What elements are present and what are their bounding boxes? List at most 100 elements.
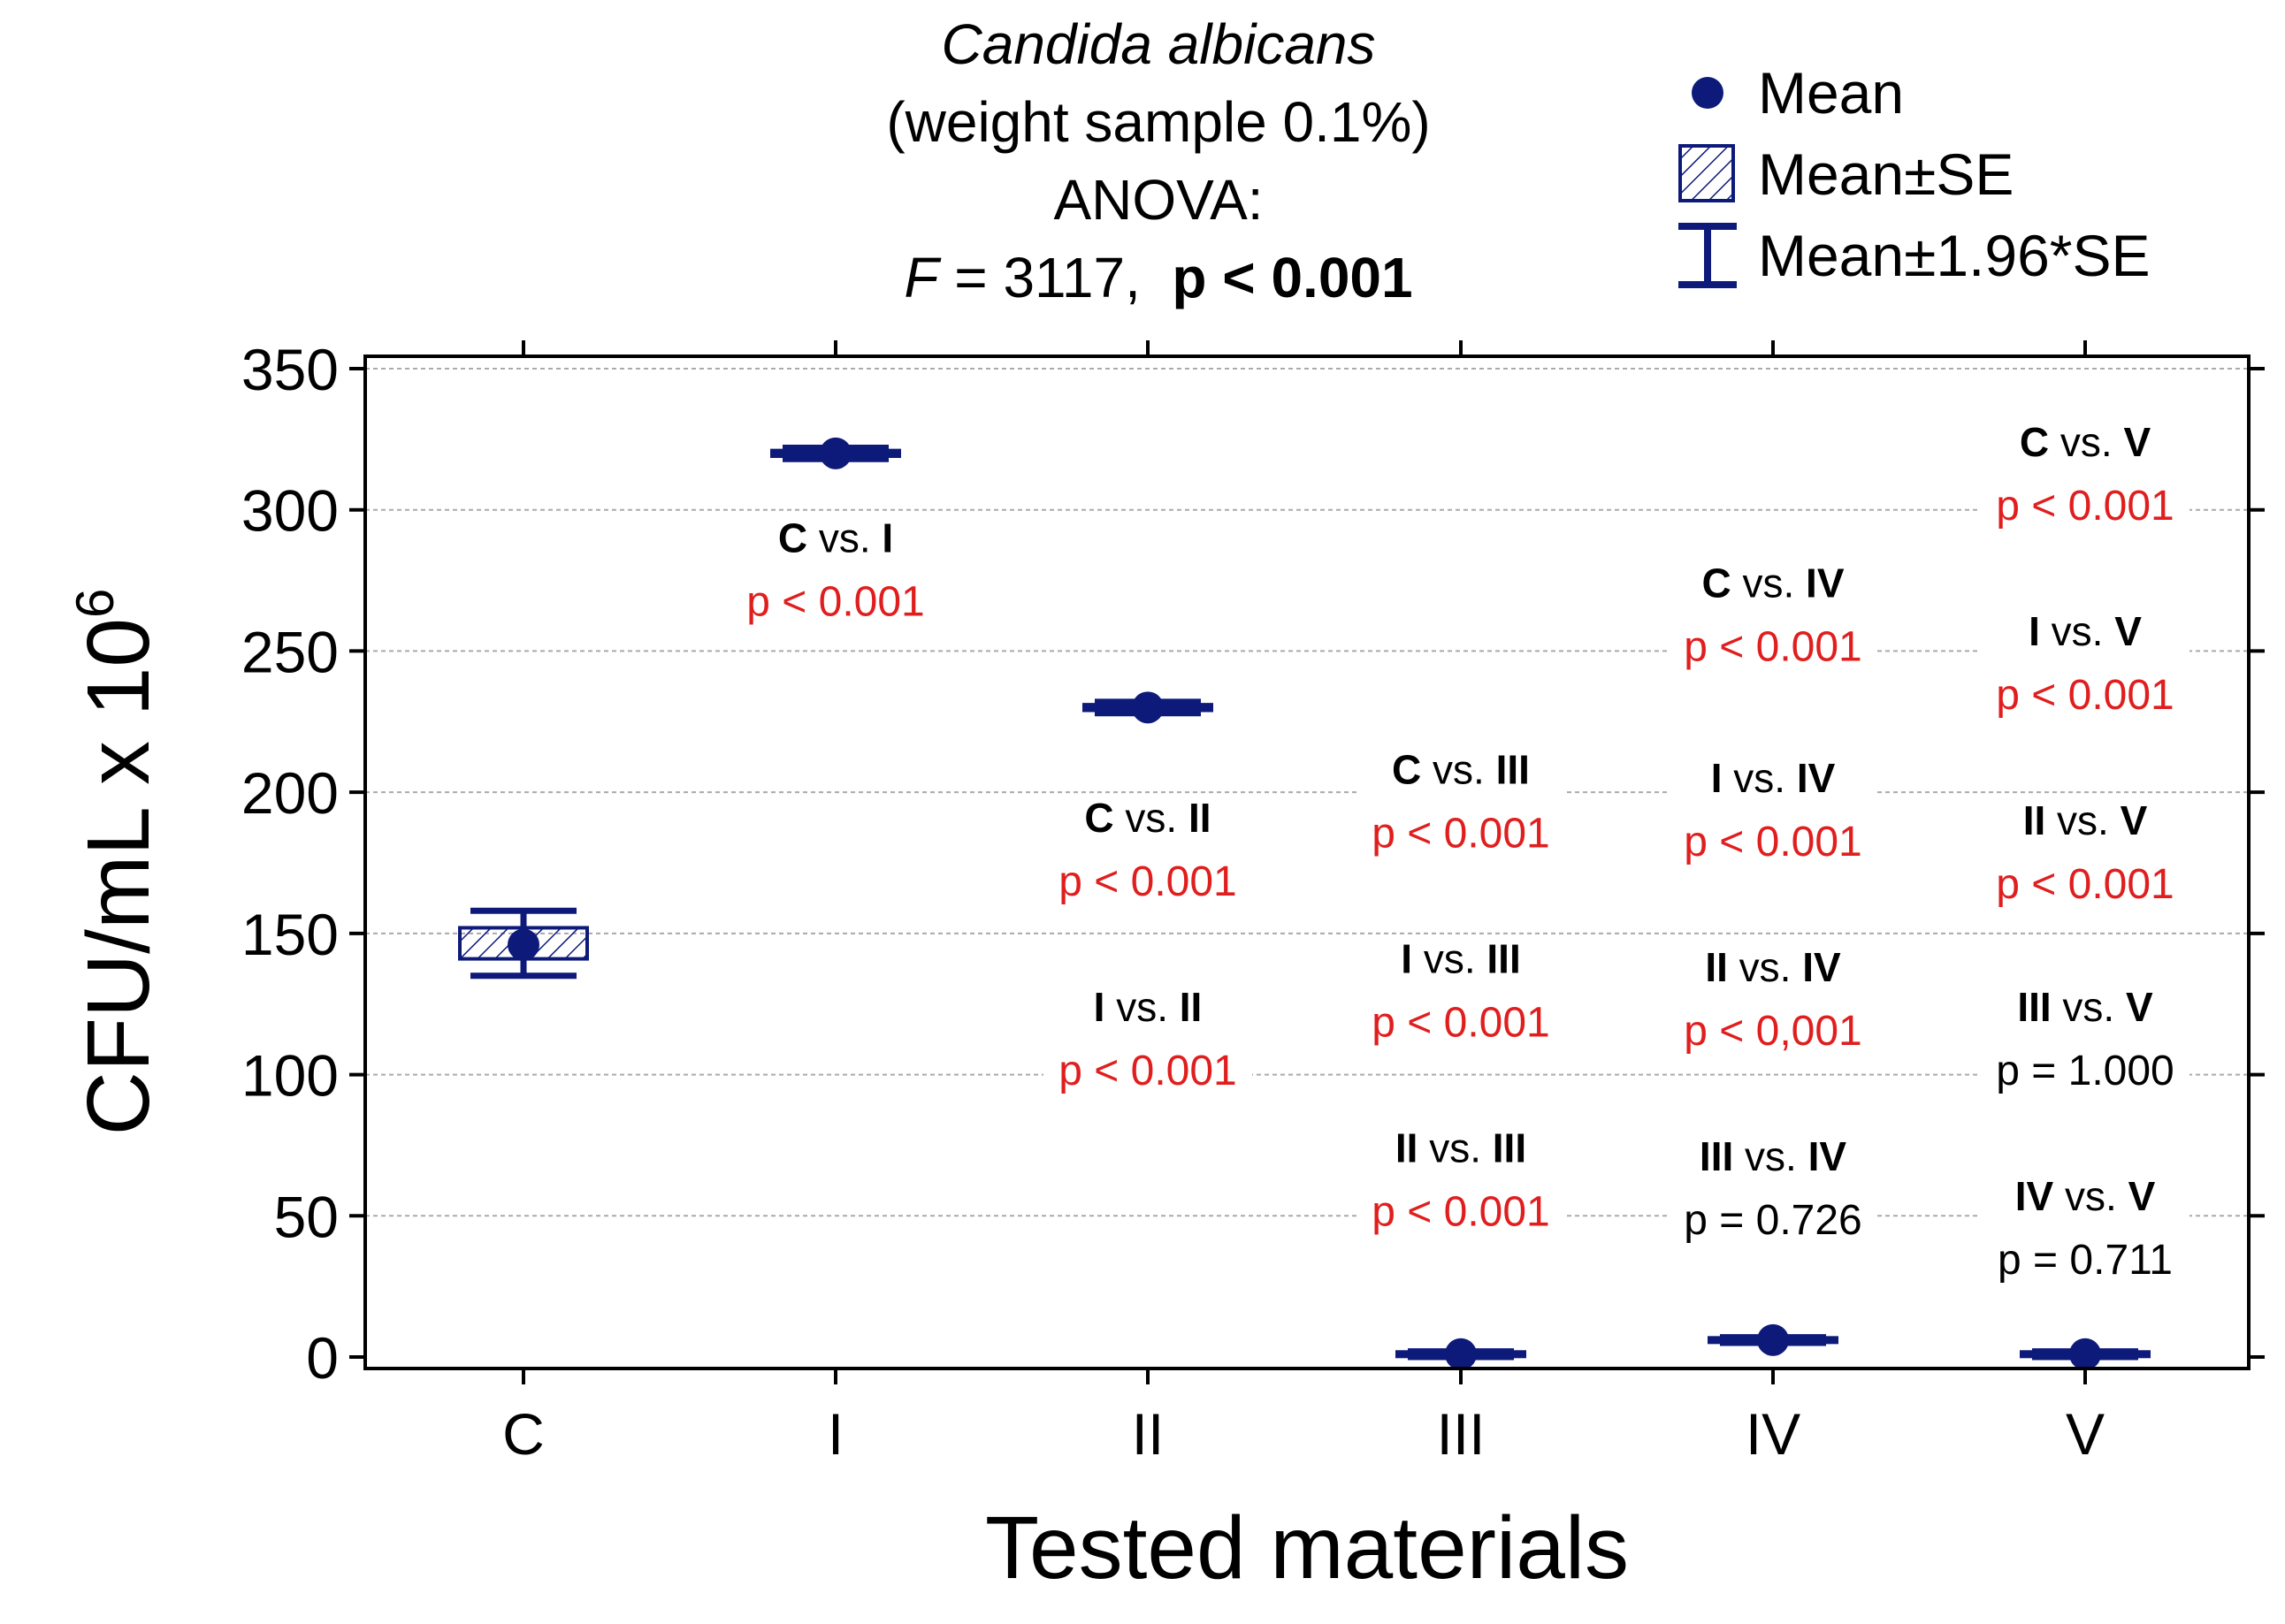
comparison-annotation: C vs. Vp < 0.001 <box>1981 419 2189 530</box>
comparison-group-b: I <box>882 515 893 561</box>
comparison-vs: vs. <box>1412 936 1486 982</box>
comparison-vs: vs. <box>2053 1173 2128 1219</box>
legend-ci-label: Mean±1.96*SE <box>1758 223 2151 288</box>
comparison-vs: vs. <box>1731 560 1806 606</box>
annotation-background <box>1043 794 1252 892</box>
x-tick-label: III <box>1436 1401 1485 1467</box>
data-point-group <box>770 437 901 469</box>
comparison-group-b: II <box>1180 984 1203 1030</box>
comparison-group-b: III <box>1496 747 1530 793</box>
comparison-group-a: I <box>1401 936 1412 982</box>
x-tick-label: II <box>1132 1401 1165 1467</box>
y-axis: 0 50 100 150 200 250 300 350 <box>241 337 2265 1391</box>
comparison-group-a: C <box>2020 419 2049 465</box>
mean-marker <box>508 928 539 961</box>
comparison-annotation: C vs. II p < 0.001 <box>1043 794 1252 905</box>
comparison-group-a: IV <box>2015 1173 2054 1219</box>
annotation-background <box>1669 944 1877 1042</box>
y-axis-label-text: CFU/mL x 10 <box>69 618 168 1135</box>
plot-frame <box>363 355 2251 1370</box>
data-point-group <box>1395 1338 1526 1370</box>
data-point-group <box>1082 691 1213 724</box>
data-point-group <box>1708 1323 1838 1356</box>
comparison-group-a: II <box>2023 797 2046 843</box>
data-points <box>458 437 2151 1370</box>
data-point-group <box>458 907 589 980</box>
p-value-label: p = 0.726 <box>1684 1197 1862 1244</box>
y-tick-label: 200 <box>241 760 339 826</box>
comparison-vs: vs. <box>2052 984 2126 1030</box>
data-point-group <box>2020 1338 2151 1370</box>
mean-marker <box>2069 1338 2101 1370</box>
comparison-group-b: V <box>2123 419 2151 465</box>
comparison-group-a: C <box>1392 747 1421 793</box>
comparison-group-b: V <box>2126 984 2153 1030</box>
comparison-vs: vs. <box>807 515 882 561</box>
annotation-background <box>731 515 940 613</box>
annotation-background <box>1669 755 1877 853</box>
annotation-background <box>1981 983 2189 1081</box>
comparison-annotation: II vs. IV p < 0,001 <box>1669 944 1877 1055</box>
comparison-group-b: V <box>2128 1173 2156 1219</box>
legend-mean-marker <box>1692 77 1723 109</box>
comparison-group-a: I <box>1711 755 1723 801</box>
x-tick-label: I <box>828 1401 844 1467</box>
x-axis: C I II III IV V <box>502 340 2105 1467</box>
comparison-annotation: IV vs. Vp = 0.711 <box>1981 1172 2189 1284</box>
gridlines <box>365 368 2249 1217</box>
p-value-label: p < 0.001 <box>1996 672 2174 719</box>
y-tick-label: 300 <box>241 478 339 544</box>
comparison-label: III vs. IV <box>1700 1133 1846 1179</box>
comparison-group-a: III <box>1700 1133 1733 1179</box>
title-f-value: = 3117, <box>939 246 1173 309</box>
chart-title: Candida albicans (weight sample 0.1%) AN… <box>886 12 1430 309</box>
p-value-label: p = 1.000 <box>1996 1048 2174 1094</box>
p-value-label: p < 0.001 <box>1996 483 2174 530</box>
legend-mean-label: Mean <box>1758 60 1904 126</box>
p-value-label: p = 0.711 <box>1998 1237 2173 1284</box>
x-tick-label: C <box>502 1401 545 1467</box>
y-tick-label: 100 <box>241 1043 339 1109</box>
p-value-label: p < 0.001 <box>1996 861 2174 908</box>
comparison-label: C vs. V <box>2020 419 2151 465</box>
title-stats: F = 3117, p < 0.001 <box>904 246 1412 309</box>
comparison-label: I vs. V <box>2029 608 2142 654</box>
title-organism: Candida albicans <box>942 12 1376 76</box>
comparison-label: III vs. V <box>2017 984 2153 1030</box>
comparison-annotation: III vs. IV p = 0.726 <box>1669 1133 1877 1244</box>
comparison-annotation: II vs. III p < 0.001 <box>1356 1125 1565 1236</box>
comparison-annotation: III vs. V p = 1.000 <box>1981 983 2189 1094</box>
y-axis-label: CFU/mL x 106 <box>65 589 168 1136</box>
comparison-label: I vs. III <box>1401 936 1520 982</box>
annotation-background <box>1981 797 2189 896</box>
comparison-annotation: II vs. V p < 0.001 <box>1981 797 2189 908</box>
comparison-label: IV vs. V <box>2015 1173 2156 1219</box>
comparison-vs: vs. <box>1728 944 1802 990</box>
x-tick-label: IV <box>1746 1401 1800 1467</box>
y-tick-label: 350 <box>241 337 339 402</box>
y-tick-label: 150 <box>241 902 339 967</box>
comparison-label: C vs. II <box>1084 795 1211 841</box>
comparison-vs: vs. <box>2049 419 2123 465</box>
comparison-annotation: C vs. Ip < 0.001 <box>731 515 940 626</box>
p-value-label: p < 0.001 <box>1058 858 1237 905</box>
comparison-group-a: C <box>1084 795 1113 841</box>
comparison-group-a: C <box>1701 560 1731 606</box>
comparison-label: II vs. III <box>1395 1125 1526 1171</box>
p-value-label: p < 0.001 <box>1684 624 1862 671</box>
comparison-annotation: C vs. III p < 0.001 <box>1356 746 1565 858</box>
title-test: ANOVA: <box>1053 168 1263 232</box>
annotation-background <box>1981 419 2189 517</box>
comparison-label: II vs. V <box>2023 797 2148 843</box>
p-value-label: p < 0.001 <box>1058 1048 1237 1094</box>
comparison-vs: vs. <box>1114 795 1188 841</box>
comparison-group-b: IV <box>1806 560 1845 606</box>
comparison-group-b: V <box>2121 797 2148 843</box>
comparison-annotation: C vs. IV p < 0.001 <box>1669 560 1877 671</box>
annotation-background <box>1981 1172 2189 1270</box>
comparison-group-a: I <box>2029 608 2040 654</box>
p-value-label: p < 0.001 <box>1372 811 1550 858</box>
comparison-annotation: I vs. V p < 0.001 <box>1981 608 2189 719</box>
